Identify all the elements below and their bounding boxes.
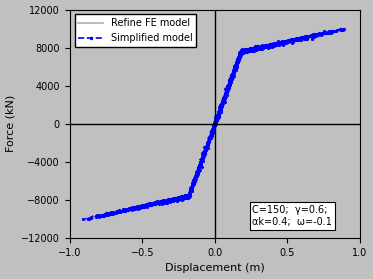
Text: C=150;  γ=0.6;
αk=0.4;  ω=-0.1: C=150; γ=0.6; αk=0.4; ω=-0.1 [253, 205, 332, 227]
Legend: Refine FE model, Simplified model: Refine FE model, Simplified model [75, 15, 196, 47]
X-axis label: Displacement (m): Displacement (m) [165, 263, 264, 273]
Y-axis label: Force (kN): Force (kN) [6, 95, 16, 153]
